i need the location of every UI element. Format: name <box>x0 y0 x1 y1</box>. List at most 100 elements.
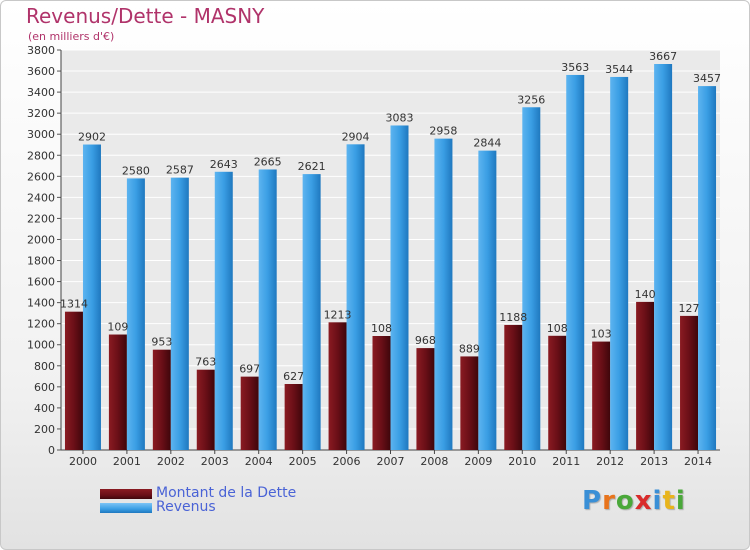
chart-subtitle: (en milliers d'€) <box>28 30 115 43</box>
data-label-dette: 1188 <box>499 311 527 324</box>
y-tick-label: 1800 <box>27 255 55 268</box>
data-label-revenus: 2902 <box>78 131 106 144</box>
logo-letter: i <box>652 486 663 516</box>
logo-letter: o <box>615 486 635 516</box>
x-tick-label: 2003 <box>201 455 229 468</box>
bar-revenus <box>654 64 673 450</box>
data-label-dette: 697 <box>239 363 260 376</box>
bar-revenus <box>478 150 497 450</box>
bar-revenus <box>566 74 585 451</box>
legend-swatch-revenus <box>100 503 152 513</box>
logo-letter: P <box>582 486 603 516</box>
data-label-dette: 140 <box>635 288 656 301</box>
x-tick-label: 2014 <box>684 455 712 468</box>
x-tick-label: 2010 <box>508 455 536 468</box>
legend-label-dette: Montant de la Dette <box>156 485 297 501</box>
bar-dette <box>328 322 347 450</box>
x-tick-label: 2004 <box>245 455 273 468</box>
data-label-revenus: 2958 <box>429 125 457 138</box>
proxiti-logo: Proxiti <box>582 486 686 516</box>
y-tick-label: 3400 <box>27 86 55 99</box>
y-tick-label: 3200 <box>27 107 55 120</box>
y-tick-label: 0 <box>48 444 55 457</box>
logo-letter: r <box>602 486 616 516</box>
bar-dette <box>460 356 479 450</box>
data-label-revenus: 2580 <box>122 164 150 177</box>
bar-dette <box>240 376 259 450</box>
data-label-revenus: 2587 <box>166 164 194 177</box>
bar-dette <box>64 311 83 450</box>
y-tick-label: 2200 <box>27 212 55 225</box>
x-tick-label: 2006 <box>333 455 361 468</box>
data-label-dette: 763 <box>195 356 216 369</box>
y-tick-label: 3600 <box>27 65 55 78</box>
data-label-dette: 889 <box>459 342 480 355</box>
y-tick-label: 2400 <box>27 191 55 204</box>
x-tick-label: 2002 <box>157 455 185 468</box>
data-label-revenus: 3544 <box>605 63 633 76</box>
logo-letter: x <box>634 486 653 516</box>
bar-dette <box>592 341 611 450</box>
x-tick-label: 2013 <box>640 455 668 468</box>
x-tick-label: 2007 <box>377 455 405 468</box>
legend-label-revenus: Revenus <box>156 499 216 515</box>
y-tick-label: 2000 <box>27 233 55 246</box>
y-tick-label: 600 <box>34 381 55 394</box>
data-label-revenus: 2904 <box>342 130 370 143</box>
bar-revenus <box>170 177 189 450</box>
bar-revenus <box>346 144 365 450</box>
x-tick-label: 2000 <box>69 455 97 468</box>
x-tick-label: 2012 <box>596 455 624 468</box>
y-tick-label: 1600 <box>27 276 55 289</box>
data-label-dette: 108 <box>547 322 568 335</box>
bar-revenus <box>390 125 409 450</box>
data-label-dette: 1213 <box>324 308 352 321</box>
logo-letter: t <box>662 486 676 516</box>
data-label-revenus: 2621 <box>298 160 326 173</box>
bar-dette <box>372 336 391 450</box>
y-tick-label: 800 <box>34 360 55 373</box>
data-label-revenus: 3083 <box>386 111 414 124</box>
y-tick-label: 3800 <box>27 44 55 57</box>
y-tick-label: 2600 <box>27 170 55 183</box>
chart-title: Revenus/Dette - MASNY <box>26 4 265 28</box>
bar-dette <box>108 334 127 450</box>
data-label-dette: 109 <box>107 321 128 334</box>
bar-revenus <box>698 86 717 451</box>
bar-dette <box>504 324 523 450</box>
data-label-revenus: 3457 <box>693 72 721 85</box>
bar-dette <box>680 315 699 450</box>
data-label-revenus: 3667 <box>649 50 677 63</box>
bar-revenus <box>258 169 277 450</box>
bar-dette <box>284 384 303 450</box>
bar-revenus <box>302 174 321 450</box>
legend-swatch-dette <box>100 489 152 499</box>
bar-dette <box>548 335 567 450</box>
x-tick-label: 2009 <box>464 455 492 468</box>
x-tick-label: 2005 <box>289 455 317 468</box>
bar-revenus <box>434 138 453 450</box>
x-tick-label: 2008 <box>420 455 448 468</box>
bar-revenus <box>82 144 101 451</box>
y-tick-label: 1200 <box>27 318 55 331</box>
data-label-dette: 108 <box>371 322 392 335</box>
data-label-dette: 627 <box>283 370 304 383</box>
logo-letter: i <box>675 486 686 516</box>
bar-dette <box>196 369 215 450</box>
bar-revenus <box>214 171 233 450</box>
y-tick-label: 3000 <box>27 128 55 141</box>
bar-dette <box>636 301 655 450</box>
x-tick-label: 2011 <box>552 455 580 468</box>
data-label-revenus: 2665 <box>254 155 282 168</box>
data-label-dette: 1314 <box>60 298 88 311</box>
data-label-dette: 103 <box>591 328 612 341</box>
bar-dette <box>416 348 435 450</box>
data-label-revenus: 2844 <box>473 137 501 150</box>
y-tick-label: 2800 <box>27 149 55 162</box>
data-label-revenus: 2643 <box>210 158 238 171</box>
data-label-revenus: 3256 <box>517 93 545 106</box>
bar-revenus <box>610 76 629 451</box>
data-label-dette: 968 <box>415 334 436 347</box>
x-tick-label: 2001 <box>113 455 141 468</box>
